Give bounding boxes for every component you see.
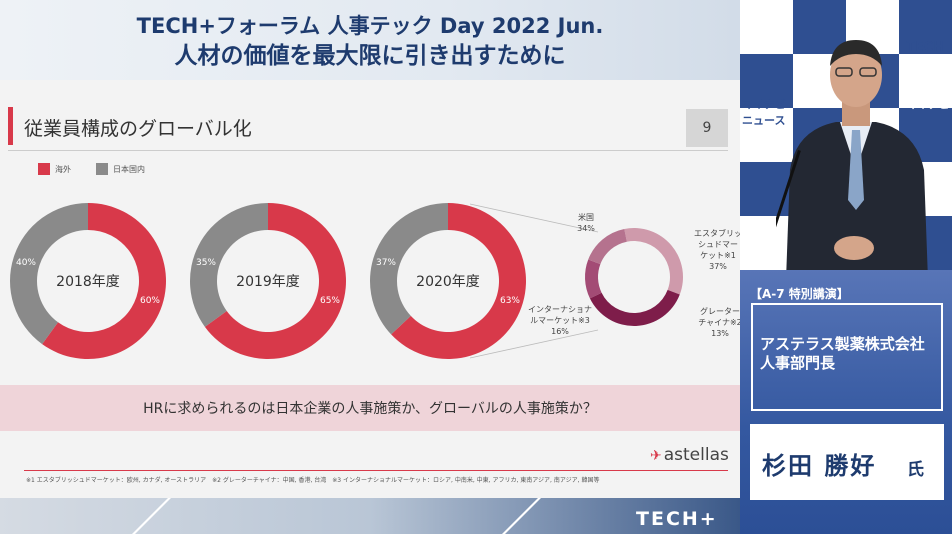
region-label: 16%: [551, 327, 569, 336]
speaker-video-panel: TECH マイナビ ニュース TECH マイナビ 【A-7 特別講演】 アステラ…: [740, 0, 952, 534]
donut-segment-region: [588, 228, 627, 265]
backdrop-logo-news: ニュース: [742, 114, 786, 127]
region-label: シュドマー: [698, 240, 738, 249]
donut-segment-domestic: [370, 203, 448, 335]
company-name: アステラス製薬株式会社: [760, 335, 925, 353]
donut-segment-domestic: [10, 203, 89, 345]
legend-swatch-overseas: [38, 163, 50, 175]
region-label: グレーター: [700, 306, 740, 316]
donut-segment-region: [589, 289, 680, 327]
name-box: [750, 424, 944, 500]
astellas-logo-text: astellas: [663, 445, 729, 465]
legend-overseas: 海外: [38, 163, 71, 175]
region-label: チャイナ※2: [698, 318, 740, 327]
data-label-overseas: 65%: [320, 296, 340, 306]
region-label: 米国: [578, 212, 594, 222]
backdrop-logo-tech: TECH: [906, 40, 945, 55]
astellas-mark-icon: ✈: [650, 448, 662, 464]
session-tag: 【A-7 特別講演】: [750, 287, 849, 301]
legend-label-domestic: 日本国内: [113, 164, 145, 174]
company-box: [751, 303, 943, 411]
donut-segment-overseas: [391, 203, 527, 359]
astellas-logo: ✈ astellas: [650, 445, 729, 465]
event-title: TECH+フォーラム 人事テック Day 2022 Jun.: [136, 14, 604, 38]
donut-segment-domestic: [189, 203, 268, 327]
data-label-overseas: 60%: [140, 296, 160, 306]
page-number: 9: [686, 109, 728, 147]
donut-charts: 2018年度 60% 40% 2019年度 65% 35% 2020年度 63% 37% 米国 34…: [10, 203, 740, 359]
donut-center-title: 2018年度: [56, 274, 120, 290]
region-label: インターナショナ: [528, 305, 592, 314]
donut-center-title: 2020年度: [416, 274, 480, 290]
backdrop-logo-mynavi: マイナビ: [742, 98, 786, 111]
legend-domestic: 日本国内: [96, 163, 145, 175]
footnote: ※1 エスタブリッシュドマーケット：欧州, カナダ, オーストラリア ※2 グレ…: [26, 477, 600, 484]
question-banner: HRに求められるのは日本企業の人事施策か、グローバルの人事施策か？: [0, 385, 740, 431]
bottom-band: [0, 498, 740, 534]
donut-segment-region: [584, 259, 602, 299]
speaker-name: 杉田 勝好: [762, 452, 877, 480]
heading-divider: [8, 150, 728, 151]
donut-center-title: 2019年度: [236, 274, 300, 290]
company-caption: アステラス製薬株式会社 人事部門長: [760, 335, 925, 373]
data-label-domestic: 37%: [376, 258, 396, 268]
region-label: エスタブリッ: [694, 228, 740, 238]
region-label: 37%: [709, 262, 727, 271]
donut-segment-region: [624, 228, 684, 295]
legend-swatch-domestic: [96, 163, 108, 175]
donut-segment-overseas: [204, 203, 346, 359]
header-band: [0, 0, 740, 80]
connector-line: [469, 329, 599, 359]
tech-plus-logo: TECH+: [636, 508, 718, 530]
slide-heading: 従業員構成のグローバル化: [24, 118, 252, 140]
data-label-domestic: 35%: [196, 258, 216, 268]
speaker-position: 人事部門長: [760, 354, 836, 372]
data-label-domestic: 40%: [16, 258, 36, 268]
data-label-overseas: 63%: [500, 296, 520, 306]
footer-divider: [24, 470, 728, 471]
legend-label-overseas: 海外: [55, 164, 71, 174]
speaker-honorific: 氏: [907, 460, 924, 480]
backdrop-logo-tech: TECH: [746, 40, 785, 55]
region-label: ケット※1: [700, 251, 736, 260]
connector-line: [469, 203, 599, 233]
region-label: 34%: [577, 224, 595, 233]
region-label: 13%: [711, 329, 729, 338]
speaker-silhouette: [776, 40, 928, 280]
donut-segment-overseas: [42, 203, 167, 359]
heading-accent-bar: [8, 107, 13, 145]
session-title: 人材の価値を最大限に引き出すために: [174, 43, 566, 69]
region-label: ルマーケット※3: [530, 316, 590, 325]
backdrop-logo-mynavi: マイナビ: [906, 98, 950, 111]
